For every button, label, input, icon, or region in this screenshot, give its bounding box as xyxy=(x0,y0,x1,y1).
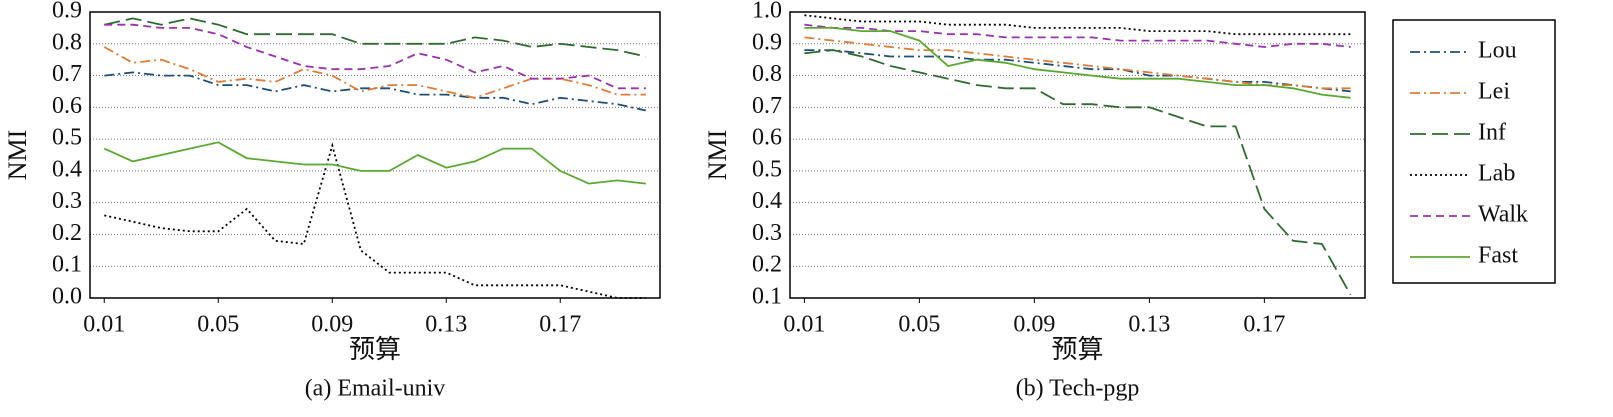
y-tick-label: 1.0 xyxy=(752,0,782,24)
y-tick-label: 0.0 xyxy=(52,284,82,310)
plot-frame xyxy=(89,11,661,299)
legend-label: Lou xyxy=(1478,38,1517,64)
legend-box xyxy=(1392,19,1556,284)
y-tick-label: 0.4 xyxy=(52,156,82,182)
x-axis-label: 预算 xyxy=(349,335,401,364)
y-tick-label: 0.5 xyxy=(752,156,782,182)
y-tick-label: 0.7 xyxy=(752,93,782,119)
series-line xyxy=(804,14,1351,36)
legend-label: Walk xyxy=(1478,202,1528,228)
y-tick-label: 0.2 xyxy=(752,252,782,278)
x-tick-label: 0.05 xyxy=(898,312,940,338)
y-axis-label: NMI xyxy=(703,130,732,181)
series-line xyxy=(104,17,646,58)
x-tick-label: 0.01 xyxy=(83,312,125,338)
x-tick-label: 0.13 xyxy=(425,312,467,338)
x-tick-label: 0.17 xyxy=(539,312,581,338)
series-line xyxy=(104,142,646,299)
legend-label: Lei xyxy=(1478,79,1510,105)
series-line xyxy=(103,141,646,185)
y-tick-label: 0.2 xyxy=(52,220,82,246)
y-tick-label: 0.1 xyxy=(52,252,82,278)
series-line xyxy=(804,23,1351,48)
x-tick-label: 0.13 xyxy=(1128,312,1170,338)
y-tick-label: 0.8 xyxy=(52,29,82,55)
y-tick-label: 0.6 xyxy=(752,125,782,151)
y-tick-label: 0.3 xyxy=(752,220,782,246)
series-line xyxy=(804,36,1351,90)
x-tick-label: 0.01 xyxy=(783,312,825,338)
plot-frame xyxy=(789,11,1366,299)
y-tick-label: 0.3 xyxy=(52,188,82,214)
y-axis-label: NMI xyxy=(3,130,32,181)
series-line xyxy=(104,23,646,90)
y-tick-label: 0.7 xyxy=(52,61,82,87)
series-line xyxy=(804,49,1351,93)
x-tick-label: 0.17 xyxy=(1243,312,1285,338)
legend-label: Lab xyxy=(1478,161,1515,187)
y-tick-label: 0.9 xyxy=(52,0,82,24)
y-tick-label: 0.8 xyxy=(752,61,782,87)
x-axis-label: 预算 xyxy=(1051,335,1103,364)
x-tick-label: 0.09 xyxy=(311,312,353,338)
legend-label: Inf xyxy=(1478,120,1506,146)
caption: (a) Email-univ xyxy=(305,376,446,402)
y-tick-label: 0.4 xyxy=(752,188,782,214)
series-line xyxy=(104,71,646,112)
y-tick-label: 0.5 xyxy=(52,125,82,151)
y-tick-label: 0.6 xyxy=(52,93,82,119)
series-line xyxy=(103,46,646,99)
caption: (b) Tech-pgp xyxy=(1016,376,1140,402)
series-line xyxy=(804,49,1352,296)
legend-label: Fast xyxy=(1478,243,1518,269)
y-tick-label: 0.1 xyxy=(752,284,782,310)
x-tick-label: 0.09 xyxy=(1013,312,1055,338)
y-tick-label: 0.9 xyxy=(752,29,782,55)
x-tick-label: 0.05 xyxy=(197,312,239,338)
series-line xyxy=(804,27,1351,99)
